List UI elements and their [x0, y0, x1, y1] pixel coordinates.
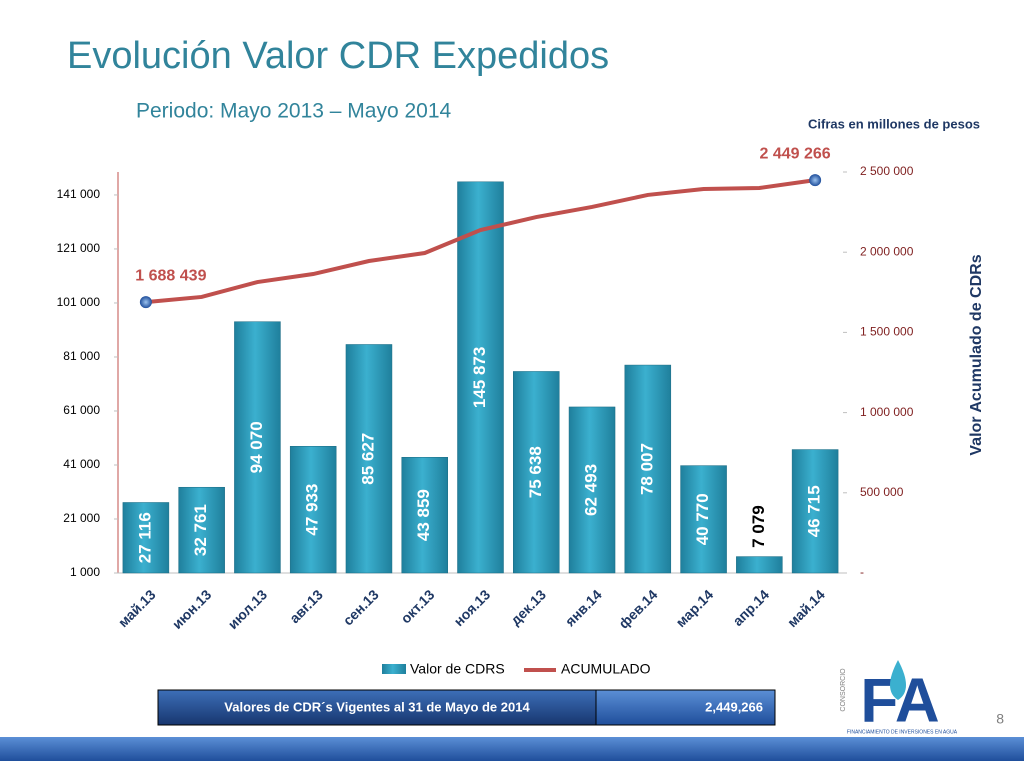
- bar: [345, 344, 393, 574]
- data-label: 40 770: [693, 493, 712, 545]
- plot: 1 000 21 000 41 000 61 000 81 000 101 000 121 …: [57, 145, 914, 632]
- y-tick-label: 41 000: [63, 457, 100, 471]
- y-tick-label: 141 000: [57, 187, 101, 201]
- x-tick-label: дек.13: [507, 586, 549, 628]
- data-label: 78 007: [637, 443, 656, 495]
- x-tick-label: окт.13: [397, 586, 437, 626]
- subtitle: Periodo: Mayo 2013 – Mayo 2014: [136, 100, 452, 123]
- bar: [178, 486, 225, 574]
- point-marker: [809, 174, 822, 187]
- bar: [736, 556, 783, 574]
- data-label: 62 493: [582, 464, 601, 516]
- x-tick-label: май.14: [784, 586, 828, 630]
- y-tick-label: 21 000: [63, 511, 100, 525]
- bottom-band: [0, 737, 1024, 761]
- x-tick-label: фев.14: [615, 586, 660, 631]
- x-tick-label: апр.14: [729, 586, 772, 629]
- x-tick-label: авг.13: [286, 586, 326, 626]
- data-label: 46 715: [805, 485, 824, 537]
- data-label: 27 116: [135, 512, 154, 563]
- y-tick-label: 81 000: [63, 349, 100, 363]
- footer-cell: [595, 689, 776, 726]
- y2-axis-label: Valor Acumulado de CDRs: [968, 254, 985, 455]
- legend-label: ACUMULADO: [561, 661, 651, 677]
- data-label: 7 079: [749, 505, 768, 548]
- data-label: 75 638: [526, 446, 545, 498]
- data-label: 145 873: [470, 347, 489, 408]
- x-tick-label: июл.13: [224, 586, 270, 632]
- data-label: 2 449 266: [760, 145, 831, 162]
- y2-tick-label: -: [860, 565, 864, 579]
- footer-value: 2,449,266: [705, 699, 763, 714]
- y-tick-label: 121 000: [57, 241, 101, 255]
- bar: [234, 321, 281, 574]
- title: Evolución Valor CDR Expedidos: [67, 35, 609, 77]
- bar: [680, 465, 727, 574]
- data-label: 85 627: [358, 433, 377, 485]
- page-number: 8: [996, 711, 1004, 727]
- logo-drop: [890, 660, 906, 700]
- bar: [289, 446, 337, 574]
- footer-label: Valores de CDR´s Vigentes al 31 de Mayo …: [224, 699, 530, 714]
- y2-tick-label: 1 500 000: [860, 325, 914, 339]
- x-tick-label: янв.14: [562, 586, 605, 629]
- data-label: 43 859: [414, 489, 433, 541]
- bar: [791, 449, 839, 574]
- bar: [513, 371, 560, 574]
- x-tick-label: сен.13: [340, 586, 382, 628]
- bar: [568, 406, 616, 574]
- footer-cell: [157, 689, 597, 726]
- y2-tick-label: 2 500 000: [860, 164, 914, 178]
- x-tick-label: мар.14: [672, 586, 716, 630]
- y-tick-label: 1 000: [70, 565, 100, 579]
- data-label: 32 761: [191, 504, 210, 556]
- logo-bottom: FINANCIAMIENTO DE INVERSIONES EN AGUA: [847, 729, 958, 735]
- data-label: 1 688 439: [135, 267, 206, 284]
- x-tick-label: июн.13: [169, 586, 215, 632]
- y-tick-label: 101 000: [57, 295, 101, 309]
- line: [145, 178, 816, 305]
- legend-swatch: [382, 664, 406, 674]
- data-label: 94 070: [247, 421, 266, 473]
- y2-tick-label: 2 000 000: [860, 244, 914, 258]
- y-tick-label: 61 000: [63, 403, 100, 417]
- point-marker: [139, 296, 152, 309]
- bar: [401, 457, 448, 574]
- y2-tick-label: 1 000 000: [860, 405, 914, 419]
- x-tick-label: ноя.13: [450, 586, 493, 629]
- bar: [457, 181, 504, 574]
- x-tick-label: май.13: [115, 586, 159, 630]
- y2-tick-label: 500 000: [860, 485, 904, 499]
- logo-top: CONSORCIO: [840, 668, 847, 712]
- data-label: 47 933: [303, 484, 322, 536]
- legend-label: Valor de CDRS: [410, 661, 505, 677]
- bar: [624, 364, 672, 574]
- note: Cifras en millones de pesos: [808, 116, 980, 131]
- bar: [122, 502, 170, 574]
